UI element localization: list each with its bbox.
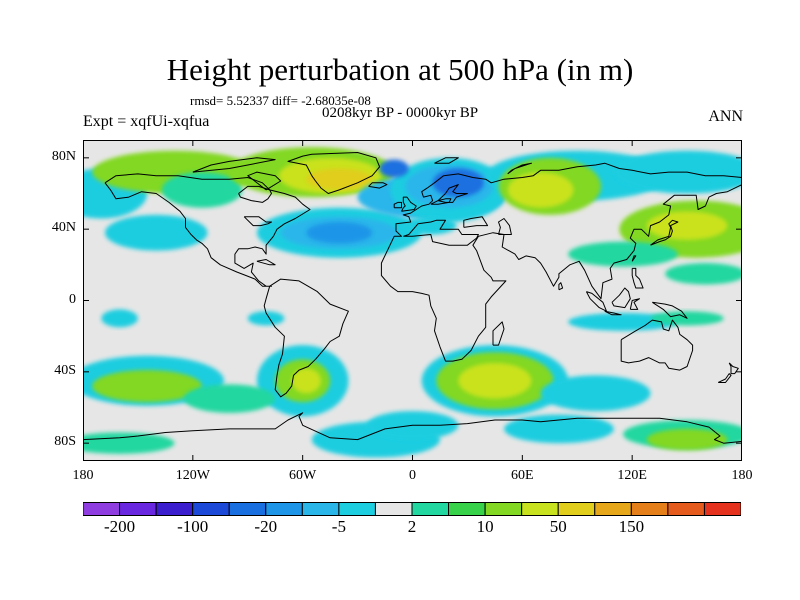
anomaly-patch — [646, 211, 728, 240]
colorbar-box — [228, 502, 267, 516]
coastline-gulf-of-st-lawrence-lakes — [243, 216, 272, 227]
colorbar-label: 150 — [618, 517, 645, 536]
colorbar-box — [83, 502, 121, 516]
lon-tick-label: 180 — [72, 468, 94, 483]
anomaly-patch — [83, 432, 175, 454]
anomaly-patch — [92, 370, 202, 403]
colorbar-box — [119, 502, 157, 516]
season-label: ANN — [708, 108, 743, 125]
anomaly-patch — [568, 312, 678, 331]
anomaly-patch — [104, 214, 208, 251]
coastline-black-sea — [463, 216, 489, 228]
colorbar-box — [192, 502, 230, 516]
coastline-svalbard — [434, 157, 459, 164]
colorbar-box — [667, 502, 705, 516]
lat-tick-label: 0 — [69, 291, 76, 307]
coastline-baffin — [247, 171, 282, 191]
colorbar — [83, 502, 741, 516]
colorbar-box — [338, 502, 376, 516]
coastline-mediterranean — [403, 219, 479, 246]
colorbar-label: 10 — [476, 517, 494, 536]
colorbar-label: -20 — [254, 517, 278, 536]
coastline-north-america — [104, 173, 311, 287]
anomaly-patch — [504, 414, 614, 444]
lat-tick-label: 40N — [51, 220, 76, 236]
anomaly-patch — [665, 263, 742, 285]
page-title: Height perturbation at 500 hPa (in m) — [166, 52, 634, 87]
anomaly-patch — [405, 216, 457, 235]
anomaly-patch — [101, 309, 138, 328]
colorbar-box — [301, 502, 340, 516]
lon-tick-label: 60E — [511, 468, 534, 483]
coastline-antarctica — [83, 412, 742, 453]
coastline-uk — [401, 196, 417, 212]
coastline-ireland — [393, 201, 402, 209]
colorbar-label: 50 — [549, 517, 567, 536]
coastline-japan — [650, 219, 679, 246]
coastline-arctic-islands — [192, 157, 276, 173]
anomaly-patch — [432, 168, 484, 198]
coastline-new-zealand-n — [728, 362, 739, 375]
anomaly-patch — [306, 168, 373, 190]
coastline-cuba — [256, 259, 276, 266]
coastline-madagascar — [492, 321, 505, 346]
anomaly-patch — [458, 362, 532, 399]
coastline-taiwan — [631, 255, 637, 262]
coastline-caspian — [498, 218, 512, 235]
period-label: 0208kyr BP - 0000kyr BP — [322, 105, 479, 121]
colorbar-label: -5 — [331, 517, 346, 536]
anomaly-patch — [568, 241, 678, 267]
colorbar-label: -100 — [177, 517, 209, 536]
coastline-africa-eurasia — [380, 162, 742, 362]
coastline-new-zealand-s — [717, 373, 732, 383]
anomaly-patch — [161, 172, 243, 208]
colorbar-box — [448, 502, 486, 516]
experiment-label: Expt = xqfUi-xqfua — [83, 113, 210, 130]
lat-tick-label: 80S — [54, 434, 76, 450]
coastline-borneo — [611, 287, 631, 309]
anomaly-patch — [540, 375, 651, 412]
anomaly-patch — [306, 222, 373, 244]
colorbar-box — [265, 502, 303, 516]
coastline-novaya-zemlya — [507, 162, 532, 175]
colorbar-box — [703, 502, 741, 516]
anomaly-patch — [379, 159, 409, 178]
anomaly-patch — [646, 428, 728, 451]
colorbar-label: 2 — [407, 517, 417, 536]
coastline-scandinavia-gulf — [437, 184, 468, 203]
colorbar-box — [374, 502, 413, 516]
lon-tick-label: 180 — [731, 468, 753, 483]
anomaly-map — [83, 140, 742, 461]
anomaly-patch — [291, 368, 321, 394]
coastline-australia — [620, 319, 694, 371]
colorbar-box — [594, 502, 632, 516]
lat-tick-label: 40S — [54, 362, 76, 378]
anomaly-patch — [183, 384, 276, 413]
colorbar-box — [484, 502, 523, 516]
lon-tick-label: 60W — [289, 468, 317, 483]
coastline-sri-lanka — [558, 282, 564, 291]
colorbar-box — [155, 502, 194, 516]
coastline-south-america — [263, 278, 349, 398]
coastline-baltic-like — [430, 198, 452, 205]
coastline-iceland — [368, 182, 388, 189]
lon-tick-label: 120W — [175, 468, 210, 483]
coastline-philippines — [631, 267, 644, 289]
stats-line: rmsd= 5.52337 diff= -2.68035e-08 — [190, 93, 371, 108]
colorbar-box — [411, 502, 450, 516]
anomaly-patch — [507, 172, 574, 208]
colorbar-label: -200 — [103, 517, 136, 536]
lon-tick-label: 0 — [409, 468, 416, 483]
coastline-new-guinea — [652, 301, 688, 319]
coastline-sulawesi — [629, 298, 640, 310]
colorbar-box — [521, 502, 559, 516]
colorbar-box — [557, 502, 596, 516]
anomaly-patch — [247, 311, 285, 326]
coastline-hudson-bay — [238, 185, 272, 203]
coastline-greenland — [287, 152, 381, 194]
coastline-java — [604, 310, 622, 316]
lat-tick-label: 80N — [51, 148, 76, 164]
lon-tick-label: 120E — [617, 468, 647, 483]
colorbar-box — [630, 502, 669, 516]
